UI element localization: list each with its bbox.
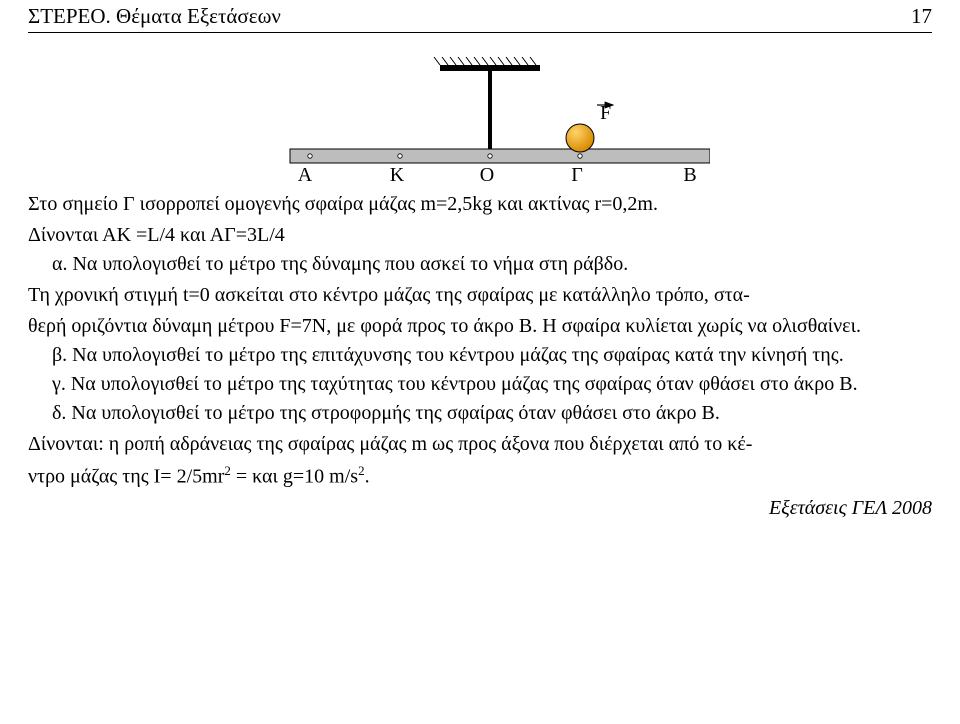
moment-prefix: ντρο μάζας της Ι= 2/5mr — [28, 466, 224, 488]
ceiling-bar — [440, 65, 540, 71]
question-beta: β. Να υπολογισθεί το μέτρο της επιτάχυνσ… — [28, 342, 932, 369]
physics-figure: F ΑΚΟΓΒ — [250, 55, 710, 185]
paragraph-force-line2: θερή οριζόντια δύναμη μέτρου F=7N, με φο… — [28, 313, 932, 340]
svg-text:Ο: Ο — [480, 164, 494, 185]
page-header: ΣΤΕΡΕΟ. Θέματα Εξετάσεων 17 — [28, 2, 932, 33]
question-alpha: α. Να υπολογισθεί το μέτρο της δύναμης π… — [28, 251, 932, 278]
exam-source-footer: Εξετάσεις ΓΕΛ 2008 — [28, 495, 932, 522]
question-delta: δ. Να υπολογισθεί το μέτρο της στροφορμή… — [28, 400, 932, 427]
paragraph-force-line1: Τη χρονική στιγμή t=0 ασκείται στο κέντρ… — [28, 282, 932, 309]
moment-suffix: . — [365, 466, 370, 488]
moment-mid: = και g=10 m/s — [231, 466, 358, 488]
paragraph-sphere-data: Στο σημείο Γ ισορροπεί ομογενής σφαίρα μ… — [28, 191, 932, 218]
question-gamma: γ. Να υπολογισθεί το μέτρο της ταχύτητας… — [28, 371, 932, 398]
page: ΣΤΕΡΕΟ. Θέματα Εξετάσεων 17 F ΑΚΟΓΒ — [0, 0, 960, 522]
header-page-number: 17 — [911, 2, 932, 30]
header-title: ΣΤΕΡΕΟ. Θέματα Εξετάσεων — [28, 2, 281, 30]
bar-point-labels: ΑΚΟΓΒ — [298, 164, 697, 185]
svg-text:Β: Β — [683, 164, 696, 185]
svg-text:Γ: Γ — [571, 164, 583, 185]
svg-text:Κ: Κ — [390, 164, 405, 185]
paragraph-given-moment-line2: ντρο μάζας της Ι= 2/5mr2 = και g=10 m/s2… — [28, 462, 932, 491]
ball — [566, 124, 594, 152]
pivot-rod — [488, 71, 492, 149]
horizontal-bar — [290, 149, 710, 163]
ceiling-hatch — [434, 57, 536, 65]
figure-container: F ΑΚΟΓΒ — [250, 55, 710, 185]
paragraph-given-lengths: Δίνονται ΑΚ =L/4 και ΑΓ=3L/4 — [28, 222, 932, 249]
paragraph-given-moment-line1: Δίνονται: η ροπή αδράνειας της σφαίρας μ… — [28, 431, 932, 458]
svg-text:Α: Α — [298, 164, 313, 185]
